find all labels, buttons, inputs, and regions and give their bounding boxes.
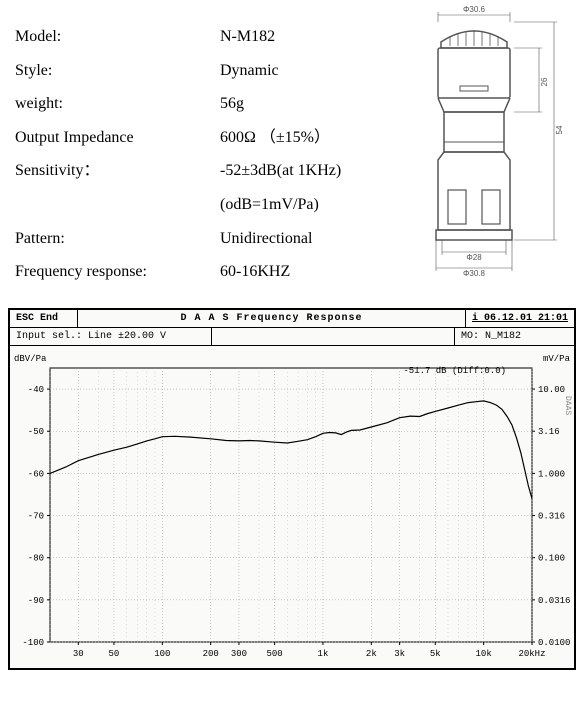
- svg-text:1k: 1k: [318, 649, 329, 659]
- input-sel: Input sel.: Line ±20.00 V: [10, 328, 212, 345]
- svg-text:-100: -100: [22, 638, 44, 648]
- chart-header: ESC End D A A S Frequency Response i 06.…: [10, 310, 574, 328]
- svg-text:DAAS: DAAS: [563, 396, 572, 415]
- frequency-chart: ESC End D A A S Frequency Response i 06.…: [8, 308, 576, 670]
- svg-text:2k: 2k: [366, 649, 377, 659]
- spec-value: 56g: [220, 87, 244, 121]
- svg-text:0.0100: 0.0100: [538, 638, 570, 648]
- spec-label: weight:: [15, 87, 220, 121]
- spec-label: [15, 188, 220, 222]
- esc-text: End: [40, 313, 58, 324]
- spec-value: Dynamic: [220, 54, 279, 88]
- svg-text:10.00: 10.00: [538, 385, 565, 395]
- svg-text:-90: -90: [28, 596, 44, 606]
- spec-label: Frequency response:: [15, 255, 220, 289]
- svg-text:10k: 10k: [476, 649, 492, 659]
- svg-text:26: 26: [540, 77, 549, 86]
- spec-label: Output Impedance: [15, 121, 220, 155]
- spec-value: Unidirectional: [220, 222, 312, 256]
- spec-value: 60-16KHZ: [220, 255, 290, 289]
- spec-value: 600Ω （±15%）: [220, 121, 330, 155]
- svg-text:-70: -70: [28, 512, 44, 522]
- esc-key: ESC: [16, 313, 34, 324]
- svg-text:300: 300: [231, 649, 247, 659]
- y-axis-right-label: mV/Pa: [543, 354, 570, 364]
- y-axis-left-label: dBV/Pa: [14, 354, 46, 364]
- spec-value: N-M182: [220, 20, 275, 54]
- svg-text:0.100: 0.100: [538, 554, 565, 564]
- svg-text:-40: -40: [28, 385, 44, 395]
- spec-label: Sensitivity：: [15, 154, 220, 188]
- svg-text:3k: 3k: [394, 649, 405, 659]
- svg-text:Φ28: Φ28: [466, 253, 482, 262]
- chart-title: D A A S Frequency Response: [78, 310, 465, 327]
- svg-text:Φ30.8: Φ30.8: [463, 269, 486, 278]
- svg-text:-60: -60: [28, 469, 44, 479]
- svg-text:3.16: 3.16: [538, 427, 560, 437]
- svg-text:1.000: 1.000: [538, 469, 565, 479]
- svg-text:Φ30.6: Φ30.6: [463, 5, 486, 14]
- spec-label: Pattern:: [15, 222, 220, 256]
- svg-text:50: 50: [109, 649, 120, 659]
- spec-value: -52±3dB(at 1KHz): [220, 154, 341, 188]
- svg-text:500: 500: [267, 649, 283, 659]
- svg-text:20kHz: 20kHz: [518, 649, 545, 659]
- chart-subheader: Input sel.: Line ±20.00 V MO: N_M182: [10, 328, 574, 346]
- svg-text:200: 200: [203, 649, 219, 659]
- spec-label: Model:: [15, 20, 220, 54]
- chart-date: i 06.12.01 21:01: [465, 310, 574, 327]
- technical-drawing: Φ30.6 Φ28 Φ30.8 26 54: [394, 0, 574, 290]
- svg-text:100: 100: [154, 649, 170, 659]
- chart-mo: MO: N_M182: [454, 328, 574, 345]
- spec-section: Model:N-M182Style: Dynamicweight:56gOutp…: [0, 0, 584, 300]
- spec-label: Style:: [15, 54, 220, 88]
- chart-status: -51.7 dB (Diff:0.0): [403, 366, 506, 376]
- svg-text:0.316: 0.316: [538, 512, 565, 522]
- svg-text:30: 30: [73, 649, 84, 659]
- svg-text:-80: -80: [28, 554, 44, 564]
- spec-value: (odB=1mV/Pa): [220, 188, 319, 222]
- svg-text:5k: 5k: [430, 649, 441, 659]
- svg-text:54: 54: [555, 125, 564, 134]
- chart-area: dBV/Pa mV/Pa -51.7 dB (Diff:0.0) -40 -50 -…: [10, 346, 574, 668]
- svg-text:-50: -50: [28, 427, 44, 437]
- svg-text:0.0316: 0.0316: [538, 596, 570, 606]
